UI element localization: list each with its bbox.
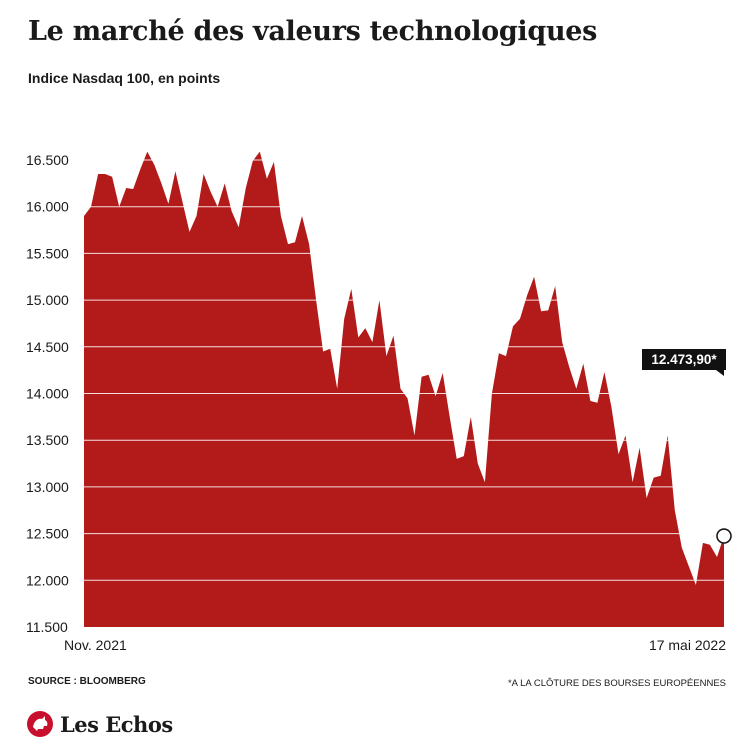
footnote: *A LA CLÔTURE DES BOURSES EUROPÉENNES [507,678,726,689]
brand-logo: Les Echos [26,710,173,738]
source-note: SOURCE : BLOOMBERG [28,676,146,687]
last-value-callout-pointer [716,370,724,376]
y-tick-label: 12.500 [26,526,69,542]
x-end-label: 17 mai 2022 [649,637,726,653]
y-tick-label: 11.500 [26,619,68,635]
nasdaq-area-series [84,151,724,627]
last-value-marker [716,528,732,544]
x-axis: Nov. 2021 17 mai 2022 [64,637,726,653]
y-tick-label: 16.500 [26,152,69,168]
y-tick-label: 15.000 [26,292,69,308]
y-tick-label: 12.000 [26,572,69,588]
chart-title: Le marché des valeurs technologiques [28,16,598,47]
y-tick-label: 14.000 [26,386,69,402]
grid-layer [84,159,724,581]
y-tick-label: 13.500 [26,432,69,448]
area-layer [84,151,724,627]
y-tick-label: 13.000 [26,479,69,495]
last-value-callout-box [642,349,726,370]
last-value-label: 12.473,90* [651,352,717,367]
rooster-logo-icon [27,711,53,737]
x-start-label: Nov. 2021 [64,637,127,653]
y-axis: 11.500 12.000 12.500 13.000 13.500 14.000 14.5… [26,152,69,635]
y-tick-label: 16.000 [26,199,69,215]
logo-text: Les Echos [60,711,173,737]
y-tick-label: 14.500 [26,339,69,355]
y-tick-label: 15.500 [26,245,69,261]
chart-subtitle: Indice Nasdaq 100, en points [28,70,221,86]
last-value-marker-group: 12.473,90* [642,349,732,544]
